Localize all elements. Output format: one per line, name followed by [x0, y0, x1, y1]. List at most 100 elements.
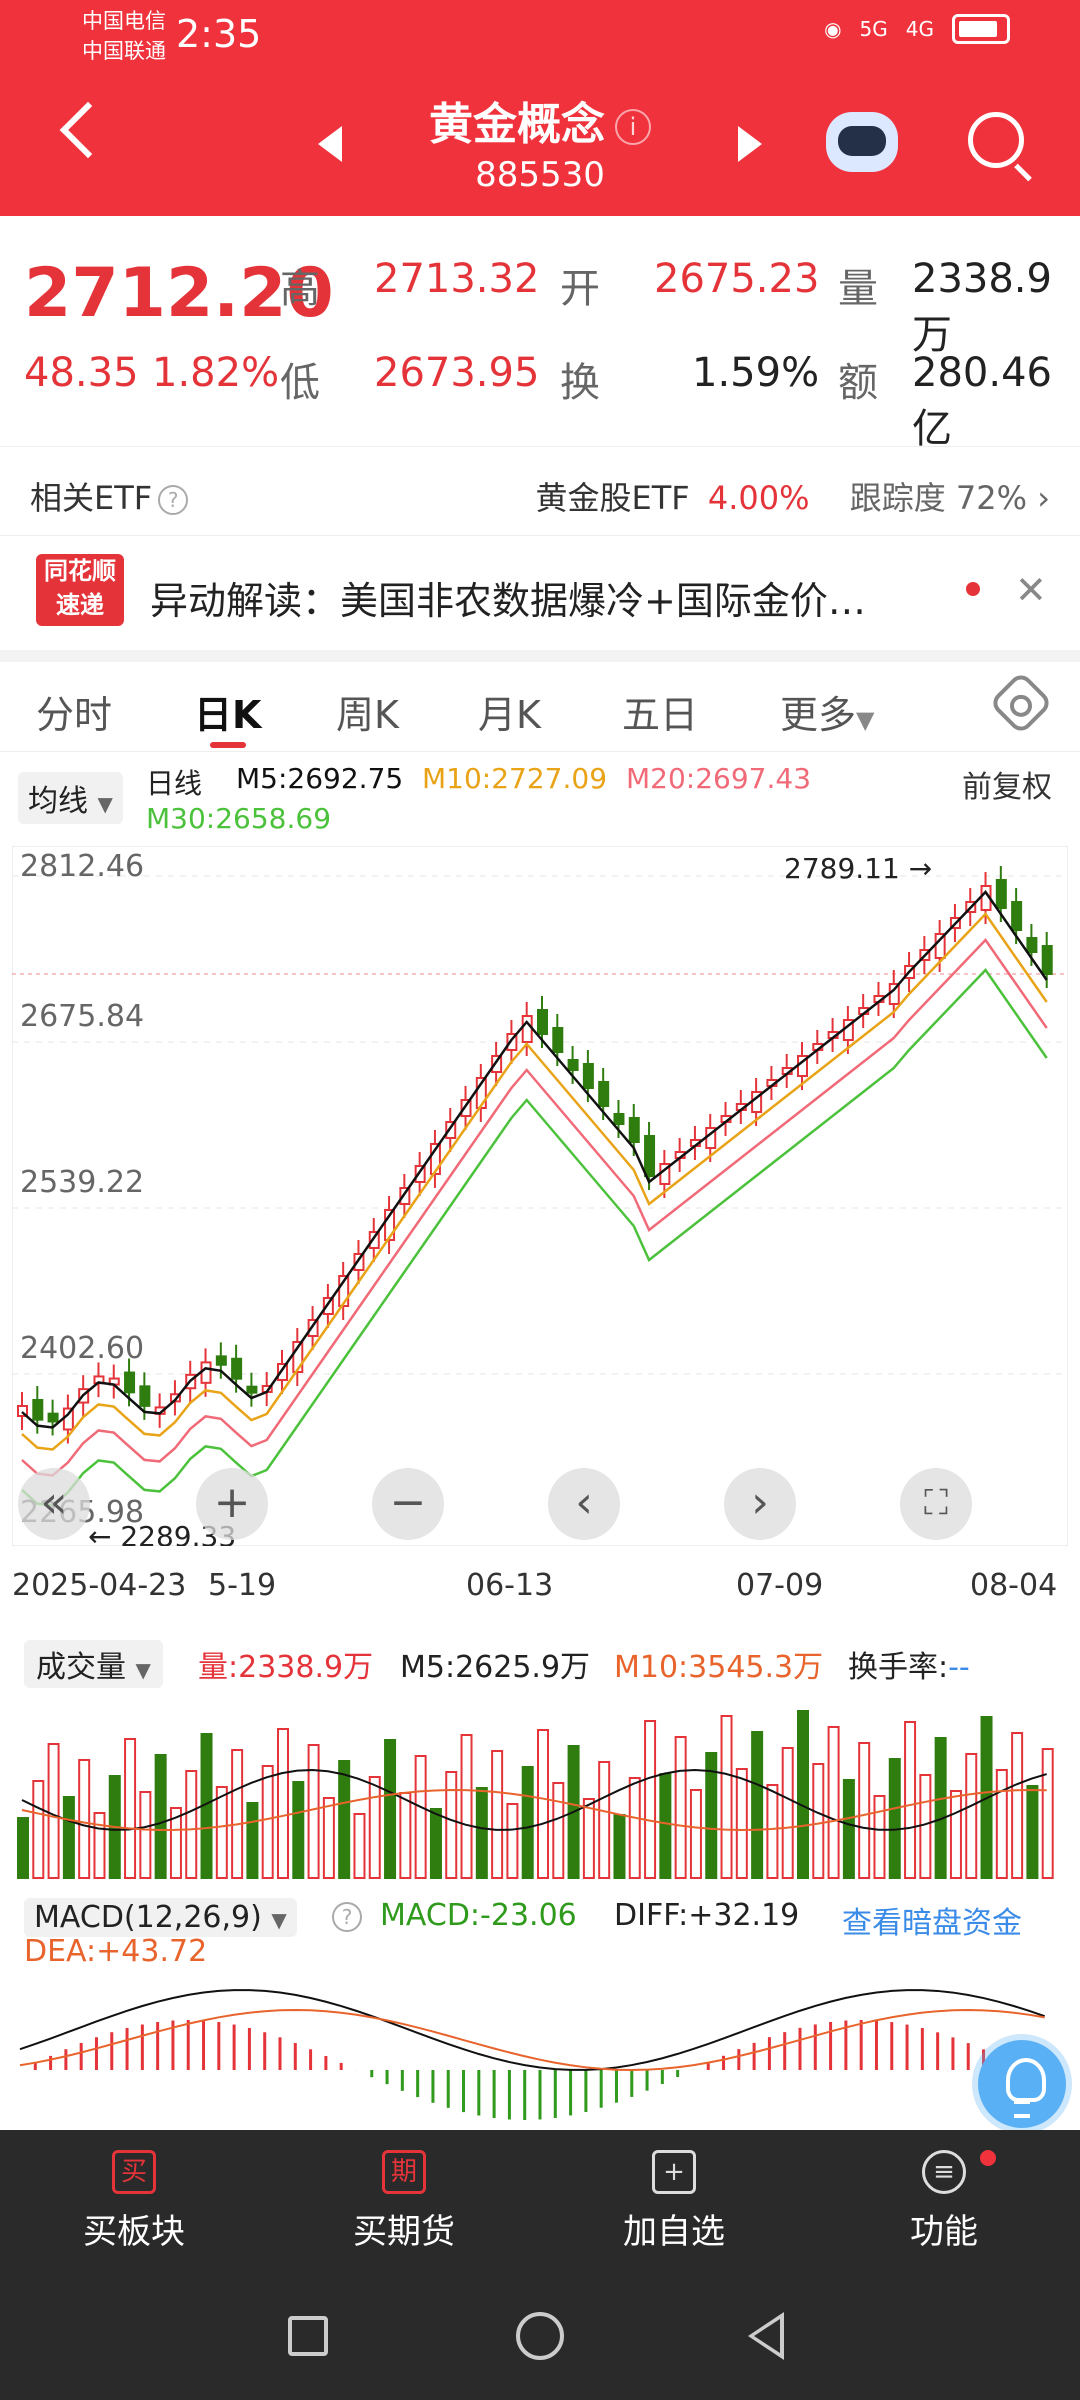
date-label: 06-13 — [466, 1568, 554, 1603]
tab-more-label: 更多 — [780, 693, 857, 737]
volume-bar — [720, 1715, 733, 1879]
tab-minute[interactable]: 分时 — [36, 693, 113, 737]
high-value: 2713.32 — [374, 256, 540, 302]
buy-futures-button[interactable]: 期买期货 — [304, 2150, 504, 2253]
ma-m5: M5:2692.75 — [236, 762, 404, 795]
add-watchlist-button[interactable]: + 加自选 — [574, 2150, 774, 2253]
candle-body — [521, 1015, 533, 1043]
volume-bar — [17, 1817, 29, 1879]
unread-dot — [966, 582, 980, 596]
robot-assistant-icon[interactable] — [826, 112, 898, 172]
status-time: 2:35 — [176, 12, 262, 56]
ma-legend: 均线 ▼ 日线 M5:2692.75 M10:2727.09 M20:2697.… — [0, 762, 1080, 842]
candlestick-chart[interactable]: 2812.462675.842539.222402.602265.982789.… — [12, 846, 1068, 1546]
volume-bar — [949, 1790, 962, 1879]
home-icon[interactable] — [516, 2312, 564, 2360]
candle-body — [384, 1209, 396, 1241]
volume-ma10-line — [21, 1788, 1047, 1831]
volume-bar — [705, 1752, 718, 1879]
volume-bar — [322, 1797, 335, 1879]
volume-bar — [491, 1750, 504, 1879]
tab-month-k[interactable]: 月K — [478, 693, 541, 737]
volume-bar — [429, 1808, 442, 1879]
candle-body — [460, 1099, 472, 1117]
date-label: 5-19 — [208, 1568, 277, 1603]
volume-bar — [919, 1774, 932, 1879]
ma-type: 日线 — [146, 767, 203, 800]
candle-body — [491, 1055, 503, 1073]
dark-pool-link[interactable]: 查看暗盘资金 — [842, 1906, 1022, 1941]
info-icon[interactable]: i — [615, 109, 651, 145]
tab-five-day[interactable]: 五日 — [622, 693, 699, 737]
candle-body — [338, 1275, 350, 1307]
help-icon[interactable]: ? — [332, 1902, 362, 1932]
turnover-rate: 换手率:-- — [848, 1642, 970, 1686]
prev-stock-icon[interactable] — [318, 126, 342, 162]
news-text[interactable]: 异动解读：美国非农数据爆冷+国际金价… — [150, 579, 866, 623]
etf-name: 黄金股ETF — [535, 479, 690, 517]
diff-line — [19, 1989, 1046, 2071]
tab-more[interactable]: 更多▼ — [780, 684, 874, 739]
candle-body — [1041, 945, 1053, 975]
volume-bar — [1026, 1785, 1039, 1879]
title-text: 黄金概念 — [429, 99, 605, 150]
ma-select[interactable]: 均线 ▼ — [18, 772, 123, 824]
functions-button[interactable]: ≡ 功能 — [844, 2150, 1044, 2253]
y-axis-label: 2675.84 — [20, 999, 144, 1034]
lightbulb-icon[interactable] — [978, 2040, 1066, 2128]
zoom-out-icon[interactable]: − — [372, 1468, 444, 1540]
date-label: 08-04 — [970, 1568, 1058, 1603]
volume-bar — [797, 1710, 809, 1879]
volume-bar — [47, 1743, 60, 1879]
menu-icon: ≡ — [922, 2150, 966, 2194]
zoom-in-icon[interactable]: + — [196, 1468, 268, 1540]
macd-select[interactable]: MACD(12,26,9) ▼ — [24, 1898, 297, 1937]
nav-back-icon[interactable] — [748, 2312, 784, 2360]
candle-body — [644, 1135, 656, 1177]
low-label: 低 — [280, 360, 320, 406]
ma10-line — [21, 912, 1048, 1451]
volume-bar — [338, 1760, 351, 1879]
divider — [0, 650, 1080, 662]
next-stock-icon[interactable] — [738, 126, 762, 162]
volume-bar — [873, 1795, 886, 1879]
related-etf-label: 相关ETF? — [30, 473, 189, 519]
recent-apps-icon[interactable] — [288, 2316, 328, 2356]
candle-body — [17, 1405, 28, 1417]
help-icon[interactable]: ? — [158, 485, 189, 515]
volume-bar — [506, 1803, 519, 1879]
candle-body — [995, 879, 1007, 909]
buy-sector-button[interactable]: 买买板块 — [34, 2150, 234, 2253]
volume-select[interactable]: 成交量 ▼ — [24, 1640, 163, 1688]
volume-bar — [62, 1796, 75, 1879]
volume-bar — [827, 1726, 840, 1879]
volume-bar — [215, 1786, 228, 1879]
tab-day-k[interactable]: 日K — [194, 693, 262, 737]
volume-bar — [277, 1728, 289, 1879]
scroll-left-fast-icon[interactable]: « — [18, 1468, 90, 1540]
etf-info[interactable]: 黄金股ETF 4.00% 跟踪度 72% › — [536, 473, 1050, 519]
scroll-left-icon[interactable]: ‹ — [548, 1468, 620, 1540]
volume-bar — [766, 1784, 779, 1879]
close-icon[interactable]: ✕ — [1015, 568, 1047, 612]
candle-body — [231, 1357, 243, 1380]
turnover-label: 换 — [560, 360, 600, 406]
caret-down-icon: ▼ — [97, 792, 113, 816]
volume-bar — [307, 1744, 320, 1879]
ma-m30: M30:2658.69 — [146, 802, 332, 835]
scroll-right-icon[interactable]: › — [724, 1468, 796, 1540]
related-etf-row[interactable]: 相关ETF? 黄金股ETF 4.00% 跟踪度 72% › — [0, 446, 1080, 536]
open-value: 2675.23 — [654, 256, 820, 302]
notification-dot — [980, 2150, 996, 2166]
search-icon[interactable] — [968, 112, 1024, 168]
volume-bar — [185, 1770, 198, 1879]
news-row[interactable]: 同花顺 速递 异动解读：美国非农数据爆冷+国际金价… — [0, 540, 1080, 650]
fullscreen-icon[interactable]: ⛶ — [900, 1468, 972, 1540]
adjust-mode[interactable]: 前复权 — [962, 770, 1052, 805]
candle-body — [124, 1371, 136, 1394]
ma5-line — [21, 890, 1048, 1429]
caret-down-icon: ▼ — [271, 1908, 287, 1932]
tab-week-k[interactable]: 周K — [336, 693, 399, 737]
stock-code: 885530 — [475, 155, 605, 195]
page-title: 黄金概念 i — [0, 88, 1080, 152]
